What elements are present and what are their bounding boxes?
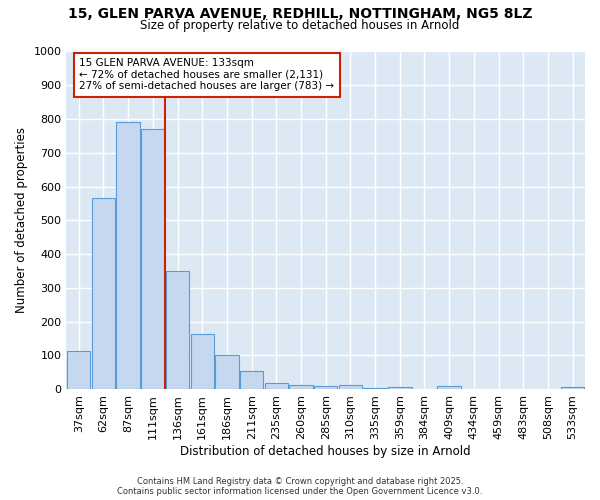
Bar bbox=[388, 388, 412, 389]
Bar bbox=[338, 385, 362, 389]
Bar bbox=[141, 129, 164, 389]
Bar bbox=[191, 334, 214, 389]
Bar bbox=[364, 388, 387, 389]
Bar bbox=[166, 271, 189, 389]
Text: Contains HM Land Registry data © Crown copyright and database right 2025.
Contai: Contains HM Land Registry data © Crown c… bbox=[118, 476, 482, 496]
Bar bbox=[561, 388, 584, 389]
Bar bbox=[437, 386, 461, 389]
Bar bbox=[289, 385, 313, 389]
Bar bbox=[265, 383, 288, 389]
Bar bbox=[67, 351, 91, 389]
X-axis label: Distribution of detached houses by size in Arnold: Distribution of detached houses by size … bbox=[181, 444, 471, 458]
Text: 15, GLEN PARVA AVENUE, REDHILL, NOTTINGHAM, NG5 8LZ: 15, GLEN PARVA AVENUE, REDHILL, NOTTINGH… bbox=[68, 8, 532, 22]
Bar bbox=[215, 356, 239, 389]
Text: 15 GLEN PARVA AVENUE: 133sqm
← 72% of detached houses are smaller (2,131)
27% of: 15 GLEN PARVA AVENUE: 133sqm ← 72% of de… bbox=[79, 58, 334, 92]
Y-axis label: Number of detached properties: Number of detached properties bbox=[15, 128, 28, 314]
Bar bbox=[240, 371, 263, 389]
Bar bbox=[116, 122, 140, 389]
Bar bbox=[92, 198, 115, 389]
Bar bbox=[314, 386, 337, 389]
Text: Size of property relative to detached houses in Arnold: Size of property relative to detached ho… bbox=[140, 18, 460, 32]
